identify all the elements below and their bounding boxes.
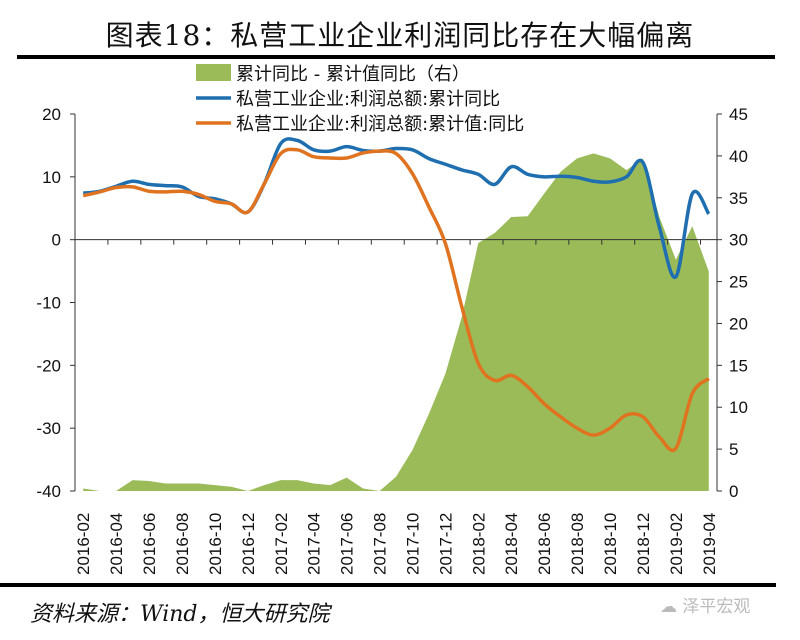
right-tick-label: 15 bbox=[729, 356, 748, 375]
right-tick-label: 0 bbox=[729, 482, 738, 501]
area-series-cumulative-diff bbox=[83, 153, 709, 491]
chart-title: 图表18：私营工业企业利润同比存在大幅偏离 bbox=[105, 19, 695, 52]
x-tick-label: 2019-02 bbox=[667, 513, 686, 575]
line-series-cumulative-yoy bbox=[83, 137, 711, 279]
watermark-text: 泽平宏观 bbox=[682, 597, 751, 617]
x-tick-label: 2018-04 bbox=[502, 513, 521, 575]
right-tick-label: 5 bbox=[729, 440, 738, 459]
top-rule bbox=[17, 55, 775, 59]
x-tick-label: 2018-06 bbox=[535, 513, 554, 575]
right-tick-label: 30 bbox=[729, 231, 748, 250]
legend-label-orange: 私营工业企业:利润总额:累计值:同比 bbox=[236, 114, 524, 135]
right-tick-label: 40 bbox=[729, 147, 748, 166]
x-tick-label: 2017-02 bbox=[272, 513, 291, 575]
x-tick-label: 2017-04 bbox=[305, 513, 324, 575]
x-tick-label: 2018-02 bbox=[469, 513, 488, 575]
left-tick-label: 20 bbox=[42, 105, 61, 124]
x-tick-label: 2016-12 bbox=[239, 513, 258, 575]
x-tick-label: 2017-08 bbox=[371, 513, 390, 575]
x-tick-label: 2018-12 bbox=[634, 513, 653, 575]
watermark-logo-icon: ☁ bbox=[660, 597, 677, 617]
x-tick-label: 2017-12 bbox=[436, 513, 455, 575]
watermark: ☁ 泽平宏观 bbox=[660, 592, 750, 617]
legend-label-area: 累计同比 - 累计值同比（右） bbox=[236, 64, 470, 85]
x-tick-label: 2018-08 bbox=[568, 513, 587, 575]
right-tick-label: 25 bbox=[729, 273, 748, 292]
left-tick-label: 10 bbox=[42, 168, 61, 187]
left-tick-label: -30 bbox=[36, 419, 61, 438]
x-tick-label: 2016-08 bbox=[173, 513, 192, 575]
source-note: 资料来源：Wind，恒大研究院 bbox=[30, 602, 330, 627]
x-tick-label: 2018-10 bbox=[601, 513, 620, 575]
right-tick-label: 35 bbox=[729, 189, 748, 208]
x-tick-label: 2016-10 bbox=[206, 513, 225, 575]
x-tick-label: 2016-02 bbox=[74, 513, 93, 575]
x-tick-label: 2017-06 bbox=[338, 513, 357, 575]
x-tick-label: 2019-04 bbox=[700, 513, 719, 575]
left-tick-label: -40 bbox=[36, 482, 61, 501]
legend-swatch-area bbox=[196, 64, 231, 81]
right-tick-label: 20 bbox=[729, 314, 748, 333]
bottom-rule bbox=[0, 583, 776, 587]
line-series-cumulative-value-yoy bbox=[82, 147, 710, 453]
legend-label-blue: 私营工业企业:利润总额:累计同比 bbox=[236, 89, 500, 110]
right-tick-label: 10 bbox=[729, 398, 748, 417]
left-tick-label: 0 bbox=[52, 231, 61, 250]
x-tick-label: 2017-10 bbox=[403, 513, 422, 575]
left-tick-label: -20 bbox=[36, 356, 61, 375]
left-tick-label: -10 bbox=[36, 294, 61, 313]
right-tick-label: 45 bbox=[729, 105, 748, 124]
x-tick-label: 2016-06 bbox=[140, 513, 159, 575]
x-tick-label: 2016-04 bbox=[107, 513, 126, 575]
